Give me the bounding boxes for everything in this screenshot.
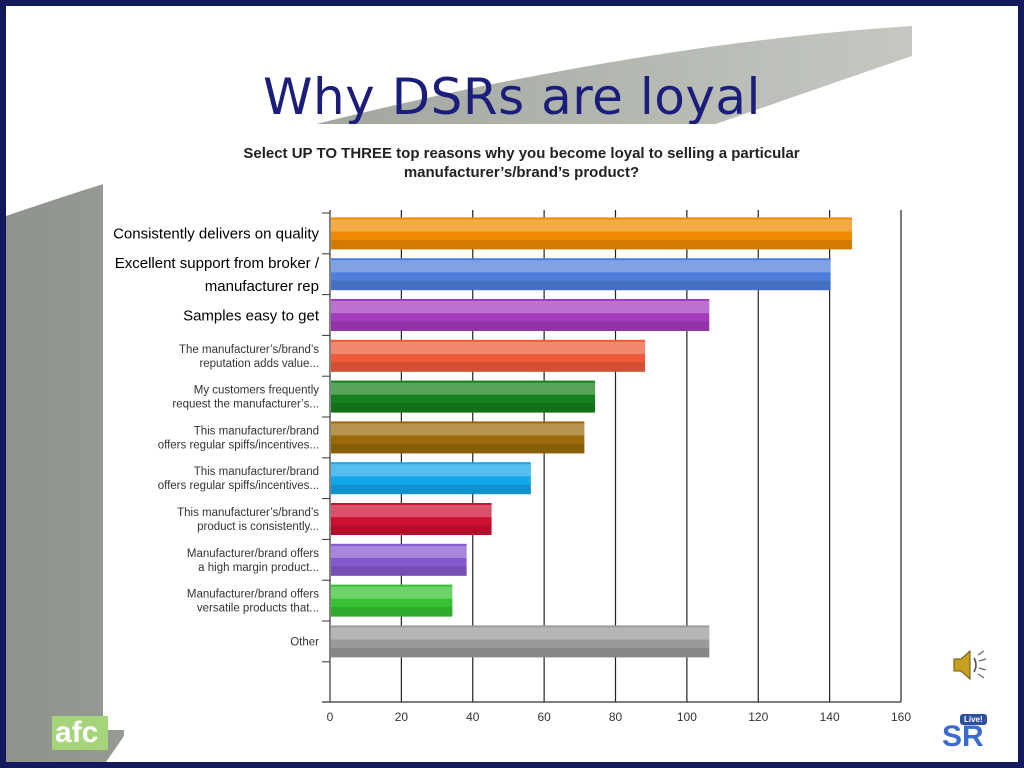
category-label: Consistently delivers on quality — [113, 226, 319, 243]
bar-highlight — [331, 219, 853, 232]
bar-shade — [331, 647, 710, 658]
bar-highlight — [331, 545, 467, 558]
category-label: Manufacturer/brand offers — [187, 548, 319, 560]
bar-highlight — [331, 301, 710, 314]
bar — [331, 380, 596, 413]
category-label: This manufacturer/brand — [194, 466, 319, 478]
x-tick-label: 160 — [891, 710, 911, 724]
bar-highlight — [331, 464, 531, 477]
x-tick-label: 60 — [537, 710, 551, 724]
category-label: product is consistently... — [197, 521, 319, 533]
chart-subtitle-line-1: Select UP TO THREE top reasons why you b… — [243, 145, 800, 162]
bar — [331, 462, 531, 495]
category-label: This manufacturer’s/brand’s — [177, 507, 319, 519]
bar-shade — [331, 239, 853, 250]
category-label: Excellent support from broker / — [115, 255, 320, 272]
bar — [331, 339, 646, 372]
bar-shade — [331, 443, 585, 454]
bar-shade — [331, 280, 831, 291]
bar-highlight — [331, 341, 646, 354]
bar — [331, 299, 710, 331]
category-label: Samples easy to get — [183, 307, 320, 324]
logo-right-text: SR — [942, 720, 984, 753]
x-tick-label: 40 — [466, 710, 480, 724]
bar-highlight — [331, 586, 453, 599]
bar — [331, 543, 467, 576]
chart-subtitle-line-2: manufacturer’s/brand’s product? — [403, 164, 640, 181]
slide: Why DSRs are loyal Select UP TO THREE to… — [6, 6, 1018, 762]
category-label: offers regular spiffs/incentives... — [158, 439, 319, 451]
bar-shade — [331, 362, 646, 372]
bar — [331, 421, 585, 454]
category-label: request the manufacturer’s... — [172, 399, 319, 411]
bar-highlight — [331, 627, 710, 640]
logo-left: afc — [52, 716, 108, 750]
bar-highlight — [331, 505, 492, 518]
category-label: versatile products that... — [197, 603, 319, 615]
bar — [331, 625, 710, 658]
bar-shade — [331, 525, 492, 535]
category-label: This manufacturer/brand — [194, 425, 319, 437]
x-tick-label: 0 — [327, 710, 334, 724]
bar-shade — [331, 566, 467, 576]
category-label: The manufacturer’s/brand’s — [179, 344, 319, 356]
category-label: Other — [290, 636, 319, 648]
category-label: Manufacturer/brand offers — [187, 589, 319, 601]
category-label: reputation adds value... — [199, 358, 319, 370]
bar-shade — [331, 607, 453, 617]
bar-highlight — [331, 423, 585, 436]
logo-right-badge: Live! — [960, 714, 987, 725]
x-tick-label: 20 — [395, 710, 409, 724]
bar — [331, 503, 492, 535]
bar-chart: Consistently delivers on quality Excellen… — [113, 210, 911, 724]
page-title: Why DSRs are loyal — [263, 68, 761, 126]
x-tick-label: 100 — [677, 710, 697, 724]
category-label: My customers frequently — [194, 385, 320, 397]
x-tick-label: 80 — [609, 710, 623, 724]
speaker-icon[interactable] — [950, 646, 988, 684]
x-tick-label: 140 — [820, 710, 840, 724]
logo-right: SR Live! — [942, 710, 992, 756]
bar-shade — [331, 321, 710, 331]
bar — [331, 584, 453, 617]
bar — [331, 258, 831, 291]
category-label: a high margin product... — [198, 562, 319, 574]
category-label: offers regular spiffs/incentives... — [158, 480, 319, 492]
bar-highlight — [331, 260, 831, 273]
chart-subtitle: Select UP TO THREE top reasons why you b… — [199, 144, 844, 182]
bar-shade — [331, 484, 531, 495]
bar-highlight — [331, 382, 596, 395]
bar — [331, 217, 853, 250]
bar-shade — [331, 403, 596, 413]
x-tick-label: 120 — [748, 710, 768, 724]
category-label: manufacturer rep — [205, 278, 319, 295]
